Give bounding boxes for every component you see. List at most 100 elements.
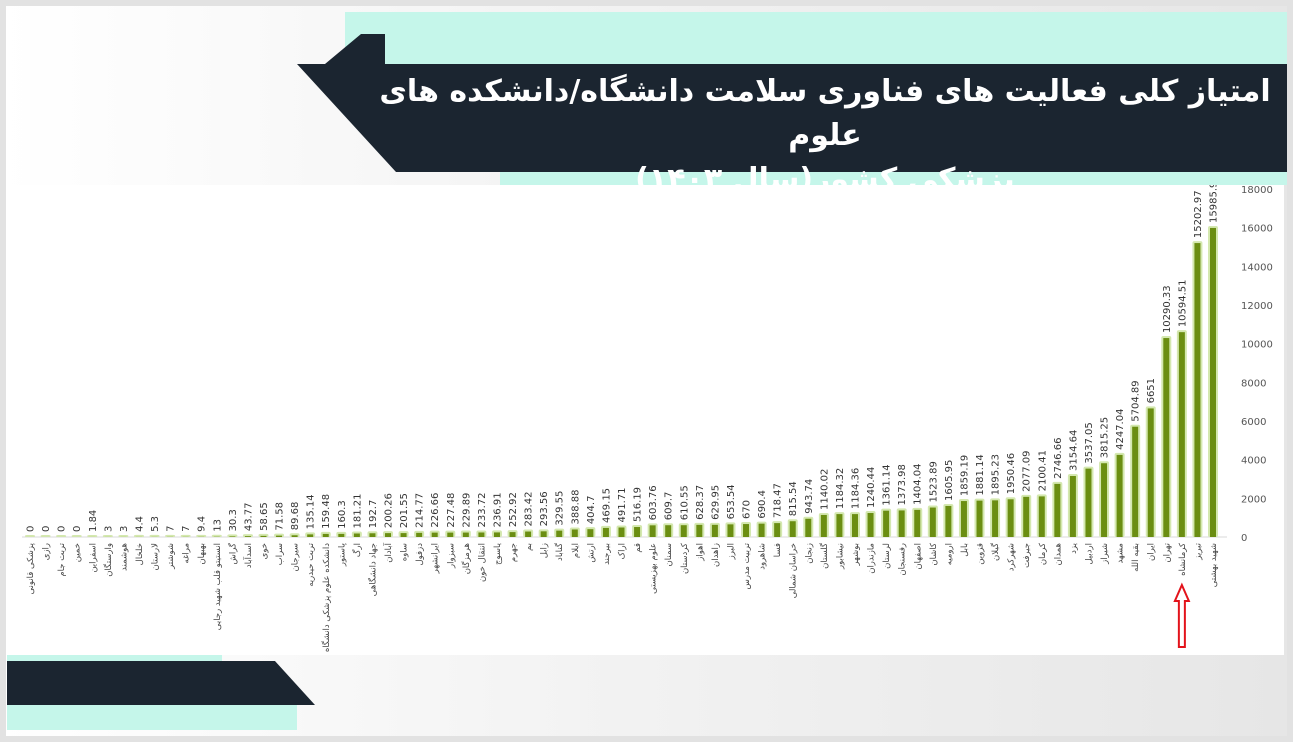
category-label: ارتش (586, 543, 596, 563)
bar (291, 535, 298, 537)
category-label: شهرکرد (1007, 543, 1017, 571)
data-label: 629.95 (710, 485, 721, 520)
category-label: دانشکده علوم پزشکی دانشگاه شاهد (321, 543, 332, 655)
category-label: وارستگان (103, 543, 114, 577)
data-label: 404.7 (586, 496, 597, 525)
decor-mint-bottom-2 (7, 705, 297, 730)
category-label: سراب (275, 543, 285, 565)
decor-mint-bottom (7, 655, 222, 663)
data-label: 388.88 (570, 489, 581, 524)
category-label: قزوین (976, 543, 986, 565)
data-label: 192.7 (368, 500, 379, 529)
bar (1007, 499, 1014, 537)
bar (743, 524, 750, 537)
category-label: ایلام (571, 543, 581, 558)
data-label: 5704.89 (1131, 380, 1142, 421)
y-tick-label: 14000 (1241, 262, 1273, 273)
bar (665, 525, 672, 537)
category-label: تهران (1162, 542, 1172, 562)
category-label: مراغه (182, 543, 192, 564)
y-tick-label: 10000 (1241, 340, 1273, 351)
data-label: 9.4 (197, 516, 208, 532)
category-label: ارگ (353, 543, 363, 557)
bar (431, 532, 438, 537)
category-label: ایران (1147, 543, 1157, 561)
category-label: خوی (259, 543, 269, 559)
category-label: تبریز (1193, 542, 1203, 560)
y-tick-label: 0 (1241, 533, 1247, 544)
category-label: خراسان شمالی (789, 543, 799, 598)
y-tick-label: 18000 (1241, 185, 1273, 196)
data-label: 10594.51 (1177, 279, 1188, 327)
data-label: 1895.23 (991, 454, 1002, 495)
data-label: 1184.36 (850, 468, 861, 509)
bar (1116, 454, 1123, 537)
y-tick-label: 2000 (1241, 494, 1266, 505)
highlight-arrow-icon (1173, 582, 1191, 648)
bar (571, 529, 578, 537)
category-label: انستیتو قلب شهید رجایی (213, 543, 223, 630)
decor-mint-top (345, 12, 1287, 64)
bar (883, 510, 890, 537)
data-label: 71.58 (275, 502, 286, 531)
category-label: بقیه الله (1131, 543, 1141, 572)
chart-svg: 0 2000 4000 6000 8000 10000 12000 14000 16000 180… (22, 175, 1273, 674)
data-label: 4247.04 (1115, 409, 1126, 450)
bar-glow (40, 535, 51, 537)
bar (789, 521, 796, 537)
category-label: رفسنجان (898, 543, 908, 576)
category-label: رازی (42, 543, 52, 560)
bar (1163, 338, 1170, 537)
bar (385, 533, 392, 537)
bar (1132, 426, 1139, 537)
category-label: همدان (1053, 543, 1063, 565)
bar (587, 529, 594, 537)
data-label: 2746.66 (1053, 438, 1064, 479)
data-label: 329.55 (555, 491, 566, 526)
bar (929, 507, 936, 537)
data-label: 1404.04 (913, 463, 924, 504)
bar (945, 505, 952, 537)
category-label: سمنان (664, 543, 674, 566)
data-label: 1373.98 (897, 464, 908, 505)
bar (992, 500, 999, 537)
bar (260, 535, 267, 537)
data-label: 227.48 (446, 493, 457, 528)
bar (898, 510, 905, 537)
category-label: شاهرود (758, 543, 768, 570)
category-label: شهید بهشتی (1209, 543, 1219, 587)
data-label: 89.68 (290, 502, 301, 531)
category-label: گناباد (554, 542, 565, 561)
category-label: آبادان (382, 542, 394, 562)
data-label: 58.65 (259, 502, 270, 531)
data-label: 229.89 (461, 493, 472, 528)
bar-glow (56, 535, 67, 537)
category-label: لارستان (151, 543, 161, 570)
bar (758, 523, 765, 537)
category-label: نیشابور (835, 543, 845, 570)
bar (338, 533, 345, 537)
data-label: 1361.14 (882, 464, 893, 505)
bar-glow (118, 534, 129, 537)
data-label: 159.48 (321, 494, 332, 529)
category-label: گراش (227, 542, 238, 564)
data-label: 653.54 (726, 484, 737, 519)
data-label: 181.21 (352, 493, 363, 528)
bar (276, 535, 283, 537)
category-label: تربیت مدرس (742, 542, 752, 589)
category-label: اردبیل (1084, 543, 1094, 565)
bar (416, 532, 423, 537)
category-label: کرمانشاه (1178, 542, 1188, 576)
bar (1038, 496, 1045, 537)
category-label: ارومیه (944, 543, 954, 565)
bar (820, 514, 827, 537)
data-label: 160.3 (337, 500, 348, 529)
category-label: فسا (773, 543, 783, 557)
data-label: 2077.09 (1022, 450, 1033, 491)
category-label: زابل (540, 543, 550, 558)
data-label: 1.84 (88, 510, 99, 532)
bar (369, 533, 376, 537)
bar (400, 533, 407, 537)
data-label: 943.74 (804, 479, 815, 514)
